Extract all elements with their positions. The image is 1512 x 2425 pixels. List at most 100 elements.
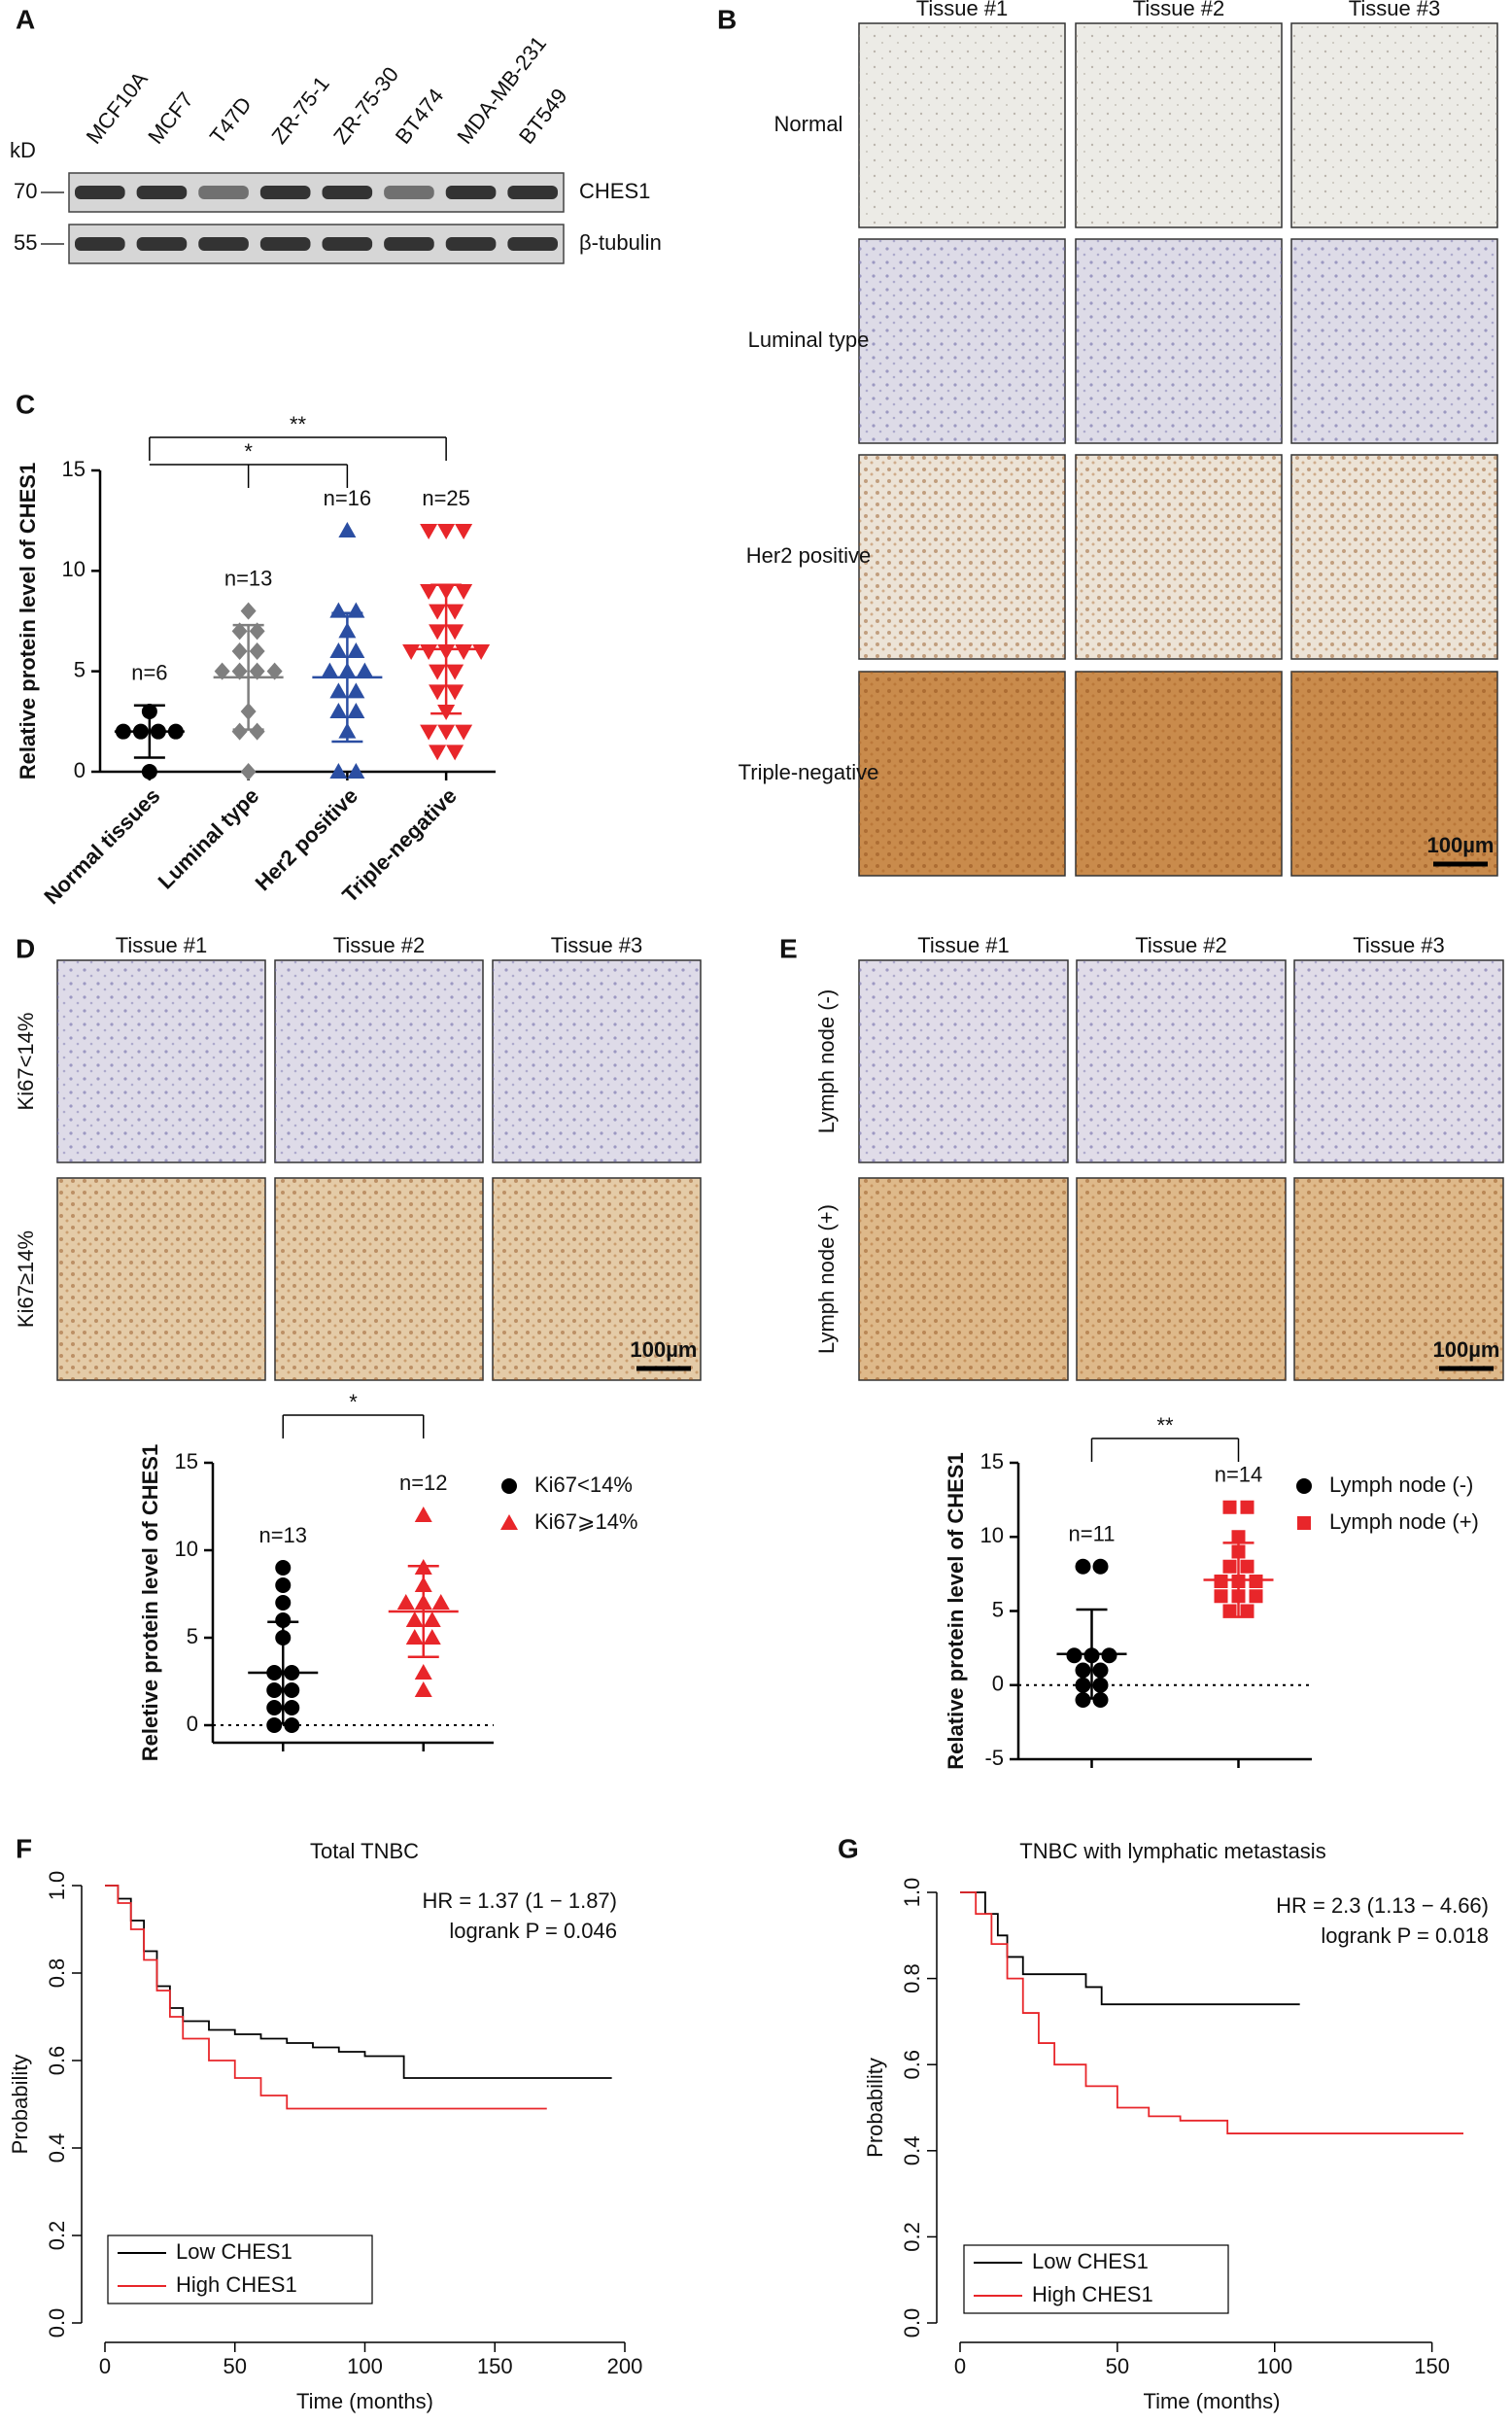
data-point (347, 703, 365, 718)
data-point (347, 763, 365, 779)
row-label: Luminal type (748, 328, 870, 352)
n-label: n=6 (131, 661, 167, 685)
data-point (1222, 1500, 1237, 1514)
blot-band (445, 186, 497, 199)
ihc-texture (275, 1178, 483, 1380)
data-point (275, 1612, 292, 1628)
data-point (249, 662, 265, 680)
data-point (329, 682, 348, 699)
n-label: n=25 (422, 486, 470, 510)
data-point (429, 745, 447, 761)
ihc-texture (57, 1178, 265, 1380)
data-point (1092, 1662, 1109, 1679)
ihc-texture (1077, 960, 1286, 1162)
ihc-texture (859, 239, 1065, 443)
blot-band (136, 186, 188, 199)
data-point (1297, 1516, 1311, 1530)
n-label: n=13 (224, 566, 273, 590)
y-tick-label: 0.8 (900, 1963, 924, 1993)
ihc-texture (1291, 23, 1497, 227)
y-tick-label: 0.6 (900, 2050, 924, 2080)
data-point (455, 584, 473, 600)
data-point (347, 682, 365, 699)
row-label: Ki67≥14% (14, 1230, 38, 1328)
data-point (266, 1717, 283, 1733)
blot-band (384, 186, 434, 199)
data-point (405, 1629, 424, 1645)
data-point (284, 1682, 300, 1698)
y-tick-label: 1.0 (900, 1878, 924, 1908)
cell-line-label: MCF7 (143, 87, 198, 149)
data-point (1240, 1500, 1254, 1514)
annotation: HR = 2.3 (1.13 − 4.66) (1276, 1893, 1489, 1918)
column-header: Tissue #1 (917, 933, 1010, 957)
data-point (275, 1577, 292, 1593)
blot-band (259, 186, 311, 199)
panel-letter: D (16, 933, 35, 963)
data-point (429, 664, 447, 680)
survival-curve (960, 1891, 1300, 2006)
y-tick-label: 0 (992, 1672, 1004, 1696)
significance-label: ** (290, 412, 307, 436)
x-tick-label: Luminal type (154, 783, 264, 894)
column-header: Tissue #1 (916, 0, 1009, 20)
y-tick-label: 0 (187, 1712, 198, 1736)
row-label: Her2 positive (746, 543, 871, 568)
panel-letter: E (779, 933, 798, 963)
y-tick-label: 0.0 (45, 2308, 69, 2338)
x-tick-label: 0 (954, 2354, 966, 2378)
x-tick-label: Normal tissues (39, 783, 164, 909)
data-point (1249, 1575, 1263, 1588)
ihc-texture (275, 960, 483, 1162)
y-axis-label: Relative protein level of CHES1 (944, 1452, 968, 1769)
cell-line-label: BT549 (514, 84, 572, 148)
data-point (231, 722, 248, 741)
data-point (420, 524, 438, 539)
panel-letter: B (717, 4, 737, 34)
y-tick-label: 5 (187, 1624, 198, 1648)
data-point (1075, 1662, 1091, 1679)
data-point (1092, 1558, 1109, 1575)
unit-label: kD (10, 138, 36, 162)
blot-size: 70 (14, 179, 37, 203)
data-point (437, 724, 456, 741)
legend-label: High CHES1 (1032, 2282, 1153, 2306)
n-label: n=13 (258, 1523, 307, 1547)
ihc-texture (1294, 960, 1503, 1162)
data-point (472, 644, 491, 660)
data-point (141, 764, 157, 779)
data-point (249, 722, 265, 741)
significance-label: * (244, 439, 253, 464)
y-tick-label: 10 (62, 557, 86, 581)
y-tick-label: 0.6 (45, 2046, 69, 2076)
data-point (266, 1700, 283, 1715)
blot-band (384, 237, 434, 251)
data-point (1075, 1677, 1091, 1693)
data-point (446, 664, 464, 680)
x-tick-label: 0 (99, 2354, 111, 2378)
data-point (240, 763, 257, 780)
data-point (1240, 1559, 1254, 1574)
data-point (275, 1560, 292, 1576)
data-point (429, 624, 447, 641)
data-point (1222, 1604, 1237, 1618)
n-label: n=12 (399, 1471, 448, 1495)
panel-letter: F (16, 1833, 32, 1863)
x-tick-label: 200 (607, 2354, 643, 2378)
data-point (501, 1478, 517, 1494)
blot-band (445, 237, 497, 251)
ihc-texture (859, 672, 1065, 876)
blot-band (75, 237, 125, 251)
survival-curve (105, 1885, 547, 2110)
x-tick-label: 50 (223, 2354, 247, 2378)
data-point (414, 1664, 432, 1680)
data-point (423, 1629, 441, 1645)
row-label: Ki67<14% (14, 1013, 38, 1111)
y-tick-label: 1.0 (45, 1871, 69, 1901)
data-point (338, 522, 357, 537)
panel-letter: A (16, 4, 35, 34)
data-point (1240, 1604, 1254, 1618)
ihc-texture (493, 960, 701, 1162)
data-point (1231, 1530, 1246, 1544)
y-tick-label: 0 (74, 758, 86, 782)
